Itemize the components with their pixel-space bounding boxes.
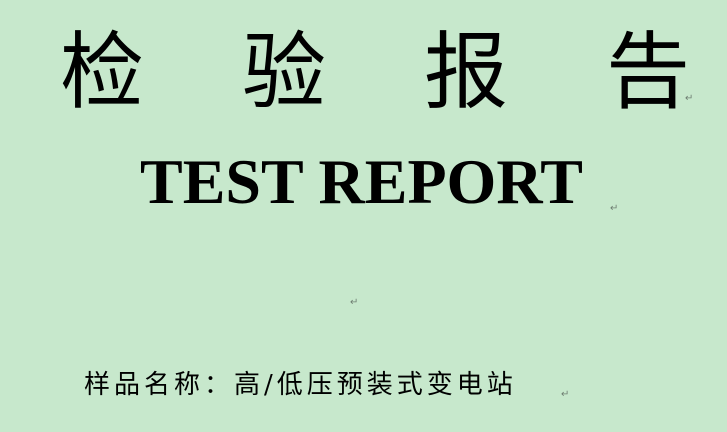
title-char-1: 检	[60, 23, 145, 121]
title-char-3: 报	[423, 23, 508, 121]
paragraph-mark-icon: ↵	[350, 297, 359, 308]
sample-name-label: 样品名称：	[84, 370, 235, 400]
title-char-2: 验	[241, 23, 326, 121]
title-char-4: 告	[605, 23, 690, 121]
paragraph-mark-icon: ↵	[685, 93, 694, 104]
english-title-text: TEST REPORT	[140, 146, 583, 217]
sample-name-value: 高/低压预装式变电站	[234, 370, 517, 400]
paragraph-mark-icon: ↵	[561, 389, 570, 400]
chinese-title: 检 验 报 告	[60, 22, 690, 122]
paragraph-mark-icon: ↵	[610, 203, 619, 214]
english-title: TEST REPORT	[0, 150, 727, 214]
sample-name-line: 样品名称： 高/低压预装式变电站	[84, 372, 517, 408]
